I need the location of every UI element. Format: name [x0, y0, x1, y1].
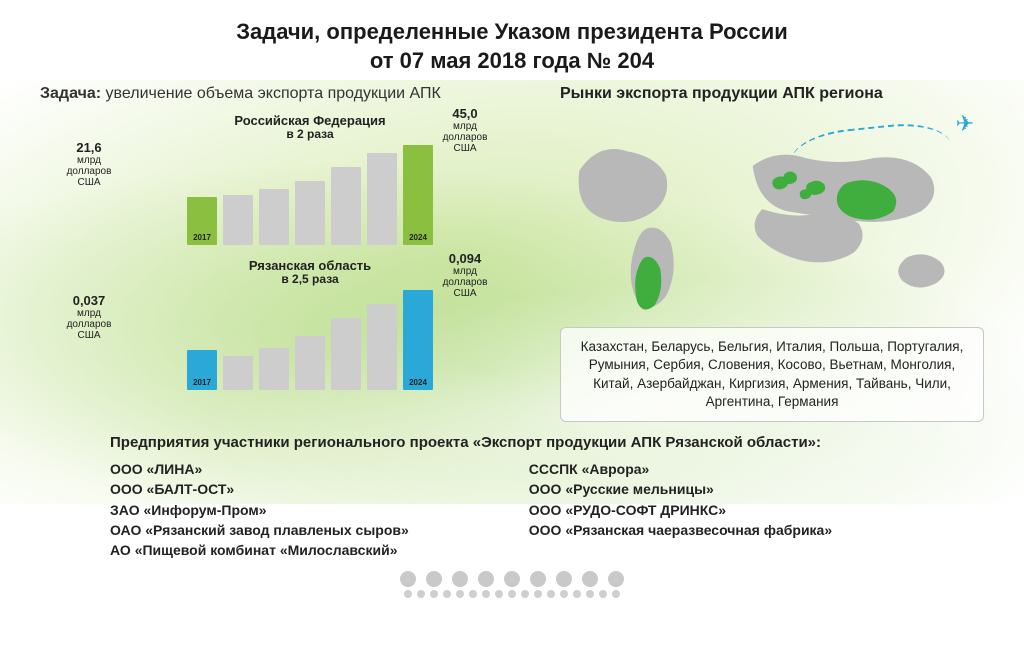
enterprise-item: АО «Пищевой комбинат «Милославский»: [110, 540, 409, 560]
task-heading: Задача: увеличение объема экспорта проду…: [40, 85, 540, 103]
page-title: Задачи, определенные Указом президента Р…: [0, 18, 1024, 75]
enterprises-title: Предприятия участники регионального прое…: [110, 434, 914, 451]
dot: [582, 571, 598, 587]
countries-list: Казахстан, Беларусь, Бельгия, Италия, По…: [560, 327, 984, 422]
right-column: Рынки экспорта продукции АПК региона ✈ К…: [540, 85, 984, 422]
dot: [478, 571, 494, 587]
dot: [404, 590, 412, 598]
markets-title: Рынки экспорта продукции АПК региона: [560, 85, 984, 103]
dot: [508, 590, 516, 598]
dot: [504, 571, 520, 587]
dot: [547, 590, 555, 598]
bar: [259, 290, 289, 390]
page-header: Задачи, определенные Указом президента Р…: [0, 0, 1024, 85]
world-map: ✈: [560, 109, 984, 319]
enterprise-item: ООО «РУДО-СОФТ ДРИНКС»: [529, 500, 832, 520]
dot: [599, 590, 607, 598]
russia-end-label: 45,0 млрд долларов США: [430, 107, 500, 154]
bar: [259, 145, 289, 245]
russia-start-label: 21,6 млрд долларов США: [54, 141, 124, 188]
task-text: увеличение объема экспорта продукции АПК: [106, 85, 441, 102]
left-column: Задача: увеличение объема экспорта проду…: [40, 85, 540, 422]
dot: [556, 571, 572, 587]
bar: [367, 145, 397, 245]
dot: [452, 571, 468, 587]
bar: 2024: [403, 290, 433, 390]
ryazan-start-label: 0,037 млрд долларов США: [54, 294, 124, 341]
pagination-dots-small: [110, 590, 914, 598]
enterprise-item: ООО «БАЛТ-ОСТ»: [110, 479, 409, 499]
bar: [223, 145, 253, 245]
dot: [521, 590, 529, 598]
dot: [612, 590, 620, 598]
plane-icon: ✈: [956, 111, 974, 137]
enterprise-item: ОАО «Рязанский завод плавленых сыров»: [110, 520, 409, 540]
dot: [400, 571, 416, 587]
enterprises-right-col: СССПК «Аврора»ООО «Русские мельницы»ООО …: [529, 459, 832, 560]
russia-bars: 2017 2024: [80, 145, 540, 245]
dot: [573, 590, 581, 598]
dot: [482, 590, 490, 598]
bar: [331, 290, 361, 390]
chart-ryazan: 0,037 млрд долларов США 0,094 млрд долла…: [80, 258, 540, 393]
enterprises-section: Предприятия участники регионального прое…: [0, 422, 1024, 597]
pagination-dots-large: [110, 571, 914, 587]
bar: [295, 145, 325, 245]
bar: [223, 290, 253, 390]
bar: [367, 290, 397, 390]
bar: [295, 290, 325, 390]
bar: 2017: [187, 145, 217, 245]
enterprise-item: ООО «Русские мельницы»: [529, 479, 832, 499]
dot: [430, 590, 438, 598]
dot: [560, 590, 568, 598]
dot: [608, 571, 624, 587]
enterprise-item: ЗАО «Инфорум-Пром»: [110, 500, 409, 520]
dot: [443, 590, 451, 598]
task-label: Задача:: [40, 85, 101, 102]
chart-russia: 21,6 млрд долларов США 45,0 млрд долларо…: [80, 113, 540, 248]
enterprise-item: ООО «Рязанская чаеразвесочная фабрика»: [529, 520, 832, 540]
enterprise-item: СССПК «Аврора»: [529, 459, 832, 479]
dot: [586, 590, 594, 598]
dot: [495, 590, 503, 598]
dot: [417, 590, 425, 598]
enterprise-item: ООО «ЛИНА»: [110, 459, 409, 479]
bar: 2017: [187, 290, 217, 390]
dot: [456, 590, 464, 598]
enterprises-left-col: ООО «ЛИНА»ООО «БАЛТ-ОСТ»ЗАО «Инфорум-Про…: [110, 459, 409, 560]
ryazan-bars: 2017 2024: [80, 290, 540, 390]
dot: [534, 590, 542, 598]
bar: [331, 145, 361, 245]
dot: [469, 590, 477, 598]
dot: [530, 571, 546, 587]
bar: 2024: [403, 145, 433, 245]
ryazan-end-label: 0,094 млрд долларов США: [430, 252, 500, 299]
title-line1: Задачи, определенные Указом президента Р…: [236, 19, 788, 44]
dot: [426, 571, 442, 587]
title-line2: от 07 мая 2018 года № 204: [370, 48, 654, 73]
